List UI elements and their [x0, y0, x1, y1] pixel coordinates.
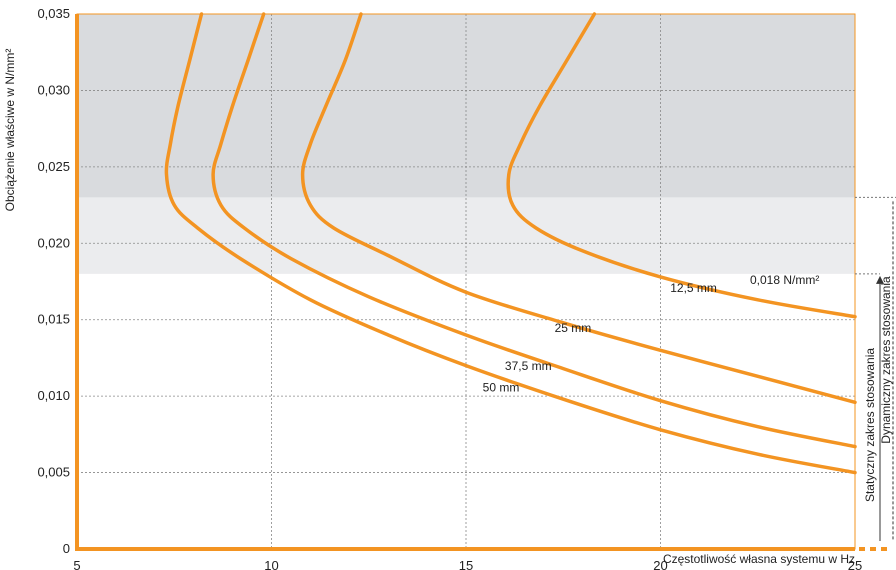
y-tick-label: 0,015 — [37, 312, 70, 327]
curve-line — [164, 12, 857, 475]
y-tick-label: 0,020 — [37, 235, 70, 250]
static-range-label: Statyczny zakres stosowania — [863, 348, 877, 502]
curve-line — [211, 12, 857, 449]
range-markers — [855, 196, 896, 541]
curves — [164, 12, 857, 475]
curve-label: 50 mm — [483, 381, 520, 395]
y-tick-label: 0,030 — [37, 82, 70, 97]
x-tick-label: 10 — [264, 558, 278, 570]
curve-line — [300, 12, 857, 405]
x-tick-label: 20 — [653, 558, 667, 570]
limit-annotation: 0,018 N/mm² — [750, 273, 819, 287]
x-tick-label: 15 — [459, 558, 473, 570]
tick-labels: 5 10 15 20 25 0 0,005 0,010 0,015 0,020 0,025 0,030… — [37, 6, 862, 570]
curve-line — [506, 12, 857, 319]
curve-labels: 12,5 mm 25 mm 37,5 mm 50 mm — [483, 281, 717, 394]
curve-label: 12,5 mm — [670, 281, 717, 295]
x-axis-title: Częstotliwość własna systemu w Hz — [663, 552, 855, 566]
curve-label: 25 mm — [555, 321, 592, 335]
x-tick-label: 5 — [73, 558, 80, 570]
axes — [75, 14, 890, 551]
static-range-arrowhead — [876, 275, 884, 284]
y-tick-label: 0,010 — [37, 388, 70, 403]
y-tick-label: 0,035 — [37, 6, 70, 21]
y-axis-title: Obciążenie właściwe w N/mm² — [3, 49, 17, 212]
y-tick-label: 0 — [63, 541, 70, 556]
y-tick-label: 0,005 — [37, 465, 70, 480]
y-tick-label: 0,025 — [37, 159, 70, 174]
x-tick-label: 25 — [848, 558, 862, 570]
dynamic-range-label: Dynamiczny zakres stosowania — [879, 276, 893, 444]
curve-label: 37,5 mm — [505, 359, 552, 373]
